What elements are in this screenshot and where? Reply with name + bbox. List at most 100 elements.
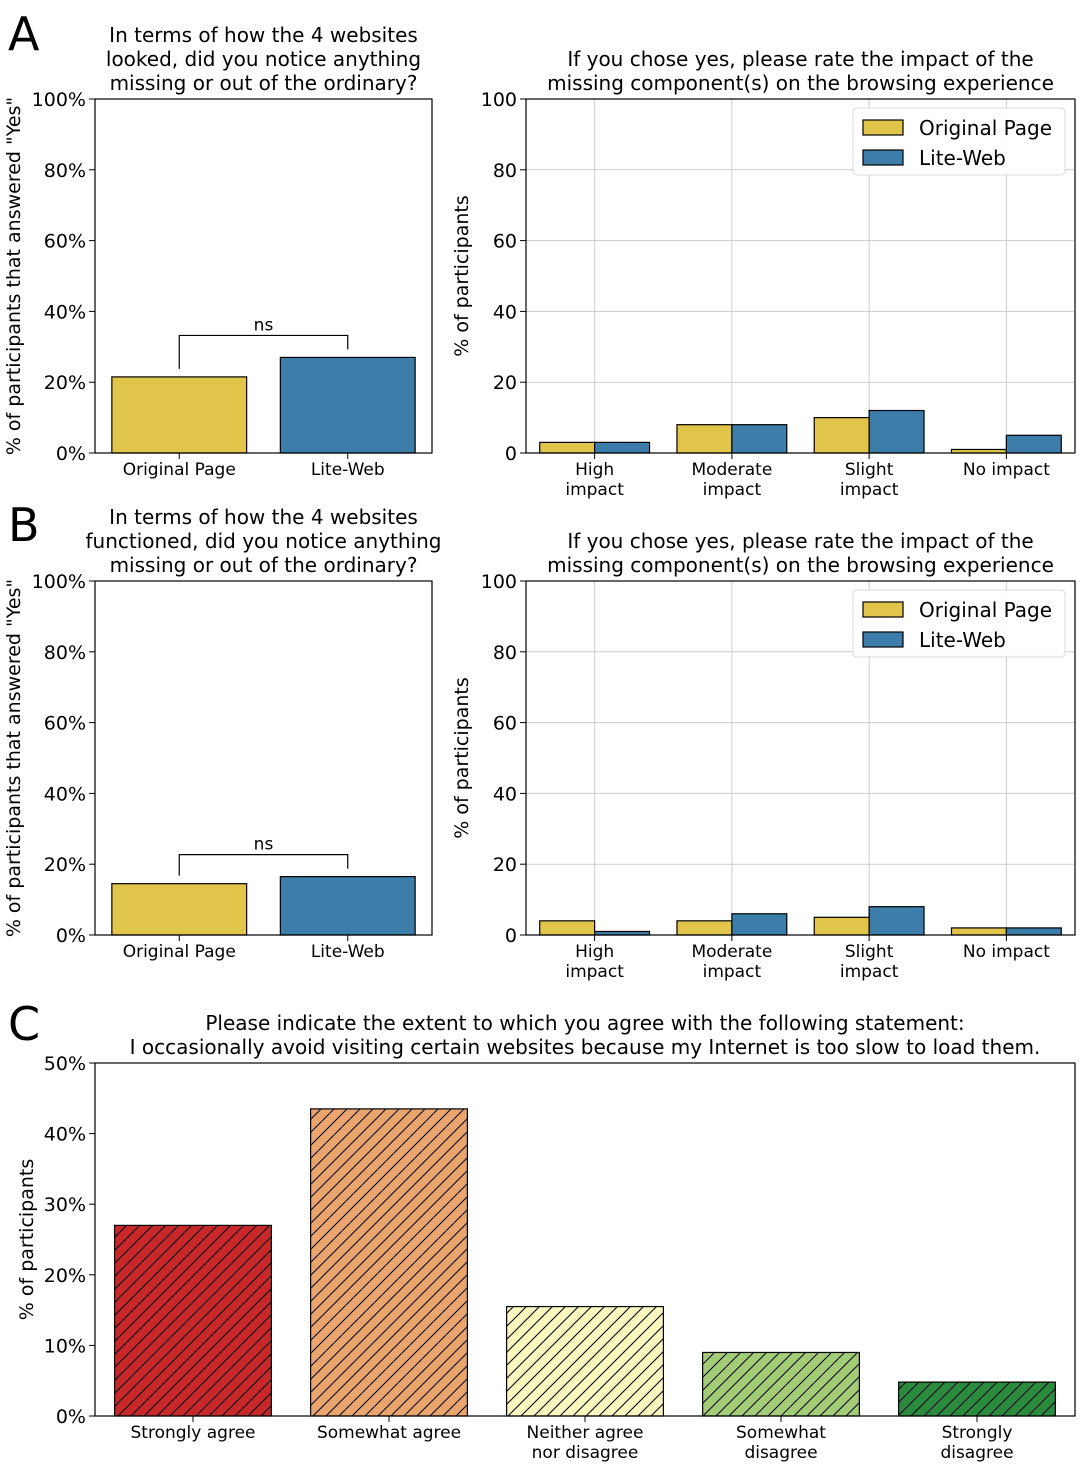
bar [594, 441, 651, 454]
bar [279, 875, 416, 936]
chart-title-line: If you chose yes, please rate the impact… [567, 529, 1033, 553]
y-tick-label: 80% [44, 160, 86, 182]
y-tick-label: 80% [44, 642, 86, 664]
significance-bracket [178, 334, 349, 369]
y-tick-label: 0 [505, 925, 517, 947]
x-tick-label: impact [703, 962, 762, 982]
plot-frame [525, 580, 1076, 936]
x-tick-label: Strongly [942, 1423, 1013, 1443]
chart-title-line: missing or out of the ordinary? [110, 553, 418, 577]
x-tick-label: impact [565, 480, 624, 500]
y-tick-label: 100% [32, 89, 86, 111]
y-tick-label: 10% [44, 1335, 86, 1357]
chart-title-line: missing or out of the ordinary? [110, 71, 418, 95]
y-tick-label: 80 [493, 642, 517, 664]
legend-swatch [862, 119, 904, 136]
bar-hatch [897, 1381, 1056, 1417]
x-tick-label: Strongly agree [131, 1423, 256, 1443]
bar [279, 356, 416, 454]
chart-title-line: looked, did you notice anything [106, 47, 421, 71]
chart-b-impact: If you chose yes, please rate the impact… [451, 529, 1076, 982]
chart-title-line: In terms of how the 4 websites [109, 23, 418, 47]
x-tick-label: impact [565, 962, 624, 982]
plot-frame [525, 98, 1076, 454]
x-tick-label: Original Page [123, 942, 236, 962]
bar [813, 916, 870, 936]
y-tick-label: 0% [56, 443, 86, 465]
panel-letter-b: B [8, 498, 40, 552]
legend-label: Original Page [919, 598, 1052, 622]
y-tick-label: 0% [56, 1406, 86, 1428]
y-axis-label: % of participants [451, 677, 473, 839]
chart-a-impact: If you chose yes, please rate the impact… [451, 47, 1076, 500]
bar [950, 927, 1007, 936]
chart-title-line: If you chose yes, please rate the impact… [567, 47, 1033, 71]
legend-label: Lite-Web [919, 146, 1006, 170]
y-tick-label: 40% [44, 1124, 86, 1146]
bar [1005, 927, 1062, 936]
y-tick-label: 100% [32, 571, 86, 593]
chart-title-line: In terms of how the 4 websites [109, 505, 418, 529]
x-tick-label: impact [840, 962, 899, 982]
y-tick-label: 40% [44, 301, 86, 323]
chart-title-line: functioned, did you notice anything [85, 529, 441, 553]
bar-hatch [701, 1351, 860, 1417]
x-tick-label: Moderate [691, 942, 772, 962]
bar [868, 409, 925, 454]
y-tick-label: 100 [481, 89, 517, 111]
x-tick-label: disagree [744, 1443, 817, 1463]
bar-hatch [506, 1305, 665, 1417]
y-tick-label: 20% [44, 854, 86, 876]
bar [539, 920, 596, 936]
y-tick-label: 40 [493, 783, 517, 805]
x-tick-label: High [575, 942, 614, 962]
chart-title-line: Please indicate the extent to which you … [205, 1011, 964, 1035]
chart-c-avoid-websites: Please indicate the extent to which you … [16, 1011, 1076, 1463]
panel-letter-c: C [8, 997, 40, 1051]
y-tick-label: 0% [56, 925, 86, 947]
x-tick-label: No impact [963, 460, 1050, 480]
x-tick-label: High [575, 460, 614, 480]
chart-title-line: I occasionally avoid visiting certain we… [130, 1035, 1041, 1059]
chart-title-line: missing component(s) on the browsing exp… [547, 553, 1054, 577]
bar-hatch [113, 1224, 273, 1417]
y-tick-label: 60 [493, 231, 517, 253]
x-tick-label: Lite-Web [311, 460, 385, 480]
legend-box [852, 107, 1066, 176]
x-tick-label: Slight [845, 460, 894, 480]
bar [731, 913, 788, 936]
significance-label: ns [254, 835, 274, 855]
x-tick-label: nor disagree [532, 1443, 639, 1463]
y-axis-label: % of participants [451, 195, 473, 357]
x-tick-label: Moderate [691, 460, 772, 480]
significance-bracket [178, 853, 349, 876]
y-axis-label: % of participants [16, 1159, 38, 1321]
bar [868, 906, 925, 936]
y-tick-label: 20% [44, 1265, 86, 1287]
legend-swatch [862, 149, 904, 166]
y-tick-label: 80 [493, 160, 517, 182]
plot-frame [94, 580, 433, 936]
bar-hatch [310, 1108, 469, 1417]
bar [111, 376, 248, 454]
y-tick-label: 60% [44, 713, 86, 735]
y-tick-label: 40 [493, 301, 517, 323]
x-tick-label: disagree [940, 1443, 1013, 1463]
bar [676, 424, 733, 454]
x-tick-label: Somewhat agree [317, 1423, 461, 1443]
plot-frame [94, 1062, 1076, 1417]
y-axis-label: % of participants that answered "Yes" [3, 579, 25, 937]
x-tick-label: No impact [963, 942, 1050, 962]
bar [813, 417, 870, 454]
plot-frame [94, 98, 433, 454]
legend-swatch [862, 601, 904, 618]
y-tick-label: 20 [493, 372, 517, 394]
legend-swatch [862, 631, 904, 648]
bar [731, 424, 788, 454]
chart-title-line: missing component(s) on the browsing exp… [547, 71, 1054, 95]
x-tick-label: impact [703, 480, 762, 500]
y-tick-label: 0 [505, 443, 517, 465]
y-tick-label: 50% [44, 1053, 86, 1075]
